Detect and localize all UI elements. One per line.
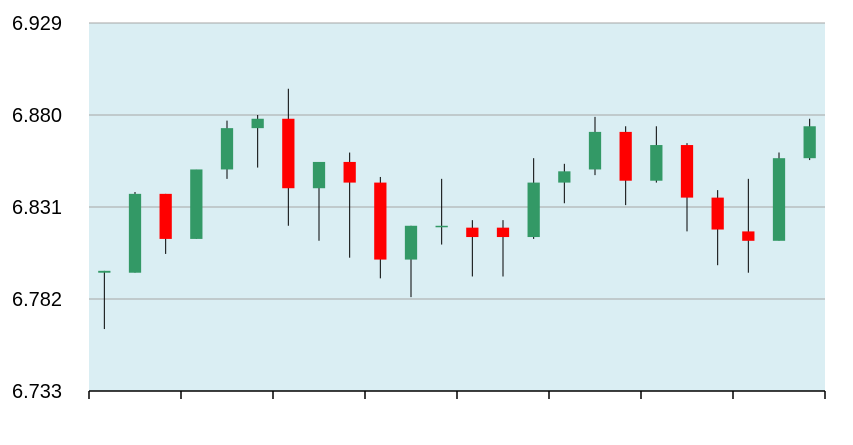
candle-body bbox=[803, 126, 816, 159]
candle-body bbox=[312, 161, 326, 189]
candle-body bbox=[558, 171, 571, 183]
y-tick-label: 6.929 bbox=[12, 13, 62, 35]
candle-up bbox=[527, 158, 540, 239]
candle-up bbox=[803, 118, 816, 161]
candle-body bbox=[680, 145, 694, 198]
candle-down bbox=[496, 220, 510, 277]
candle-up bbox=[650, 126, 663, 183]
candle-body bbox=[650, 145, 663, 181]
candle-body bbox=[374, 182, 387, 260]
candle-body bbox=[404, 225, 418, 260]
candles bbox=[98, 88, 816, 330]
candle-body bbox=[496, 227, 510, 238]
candle-body bbox=[619, 131, 632, 181]
candle-up bbox=[435, 178, 448, 245]
candle-up bbox=[772, 152, 786, 241]
candle-down bbox=[711, 190, 724, 266]
candle-up bbox=[558, 163, 571, 204]
candle-down bbox=[159, 193, 172, 254]
y-axis-tick-labels: 6.929 6.880 6.831 6.782 6.733 bbox=[12, 13, 62, 403]
candle-body bbox=[466, 227, 479, 238]
y-tick-label: 6.733 bbox=[12, 381, 62, 403]
gridlines bbox=[89, 22, 825, 300]
candle-up bbox=[588, 116, 602, 176]
candle-body bbox=[742, 231, 755, 241]
candle-body bbox=[343, 161, 356, 183]
candle-body bbox=[282, 118, 295, 189]
candle-body bbox=[711, 197, 724, 230]
y-tick-label: 6.782 bbox=[12, 289, 62, 311]
candle-body bbox=[251, 118, 264, 129]
candle-body bbox=[527, 182, 540, 238]
candle-down bbox=[466, 220, 479, 277]
candle-up bbox=[98, 270, 111, 330]
candle-body bbox=[190, 169, 203, 239]
y-tick-label: 6.880 bbox=[12, 105, 62, 127]
candle-body bbox=[220, 128, 234, 170]
candle-down bbox=[343, 152, 356, 258]
candle-body bbox=[435, 225, 448, 228]
candle-body bbox=[588, 131, 602, 170]
candle-up bbox=[220, 120, 234, 179]
candle-down bbox=[619, 126, 632, 206]
candle-up bbox=[190, 169, 203, 239]
candle-body bbox=[98, 270, 111, 273]
candle-up bbox=[251, 115, 264, 168]
candle-up bbox=[128, 191, 142, 273]
candle-down bbox=[742, 178, 755, 273]
x-axis bbox=[88, 390, 826, 399]
candle-down bbox=[374, 176, 387, 279]
candle-down bbox=[282, 88, 295, 226]
candle-up bbox=[404, 225, 418, 298]
candle-down bbox=[680, 143, 694, 232]
candle-up bbox=[312, 161, 326, 241]
candle-body bbox=[128, 193, 142, 273]
candle-body bbox=[159, 193, 172, 239]
candle-body bbox=[772, 158, 786, 241]
y-tick-label: 6.831 bbox=[12, 197, 62, 219]
